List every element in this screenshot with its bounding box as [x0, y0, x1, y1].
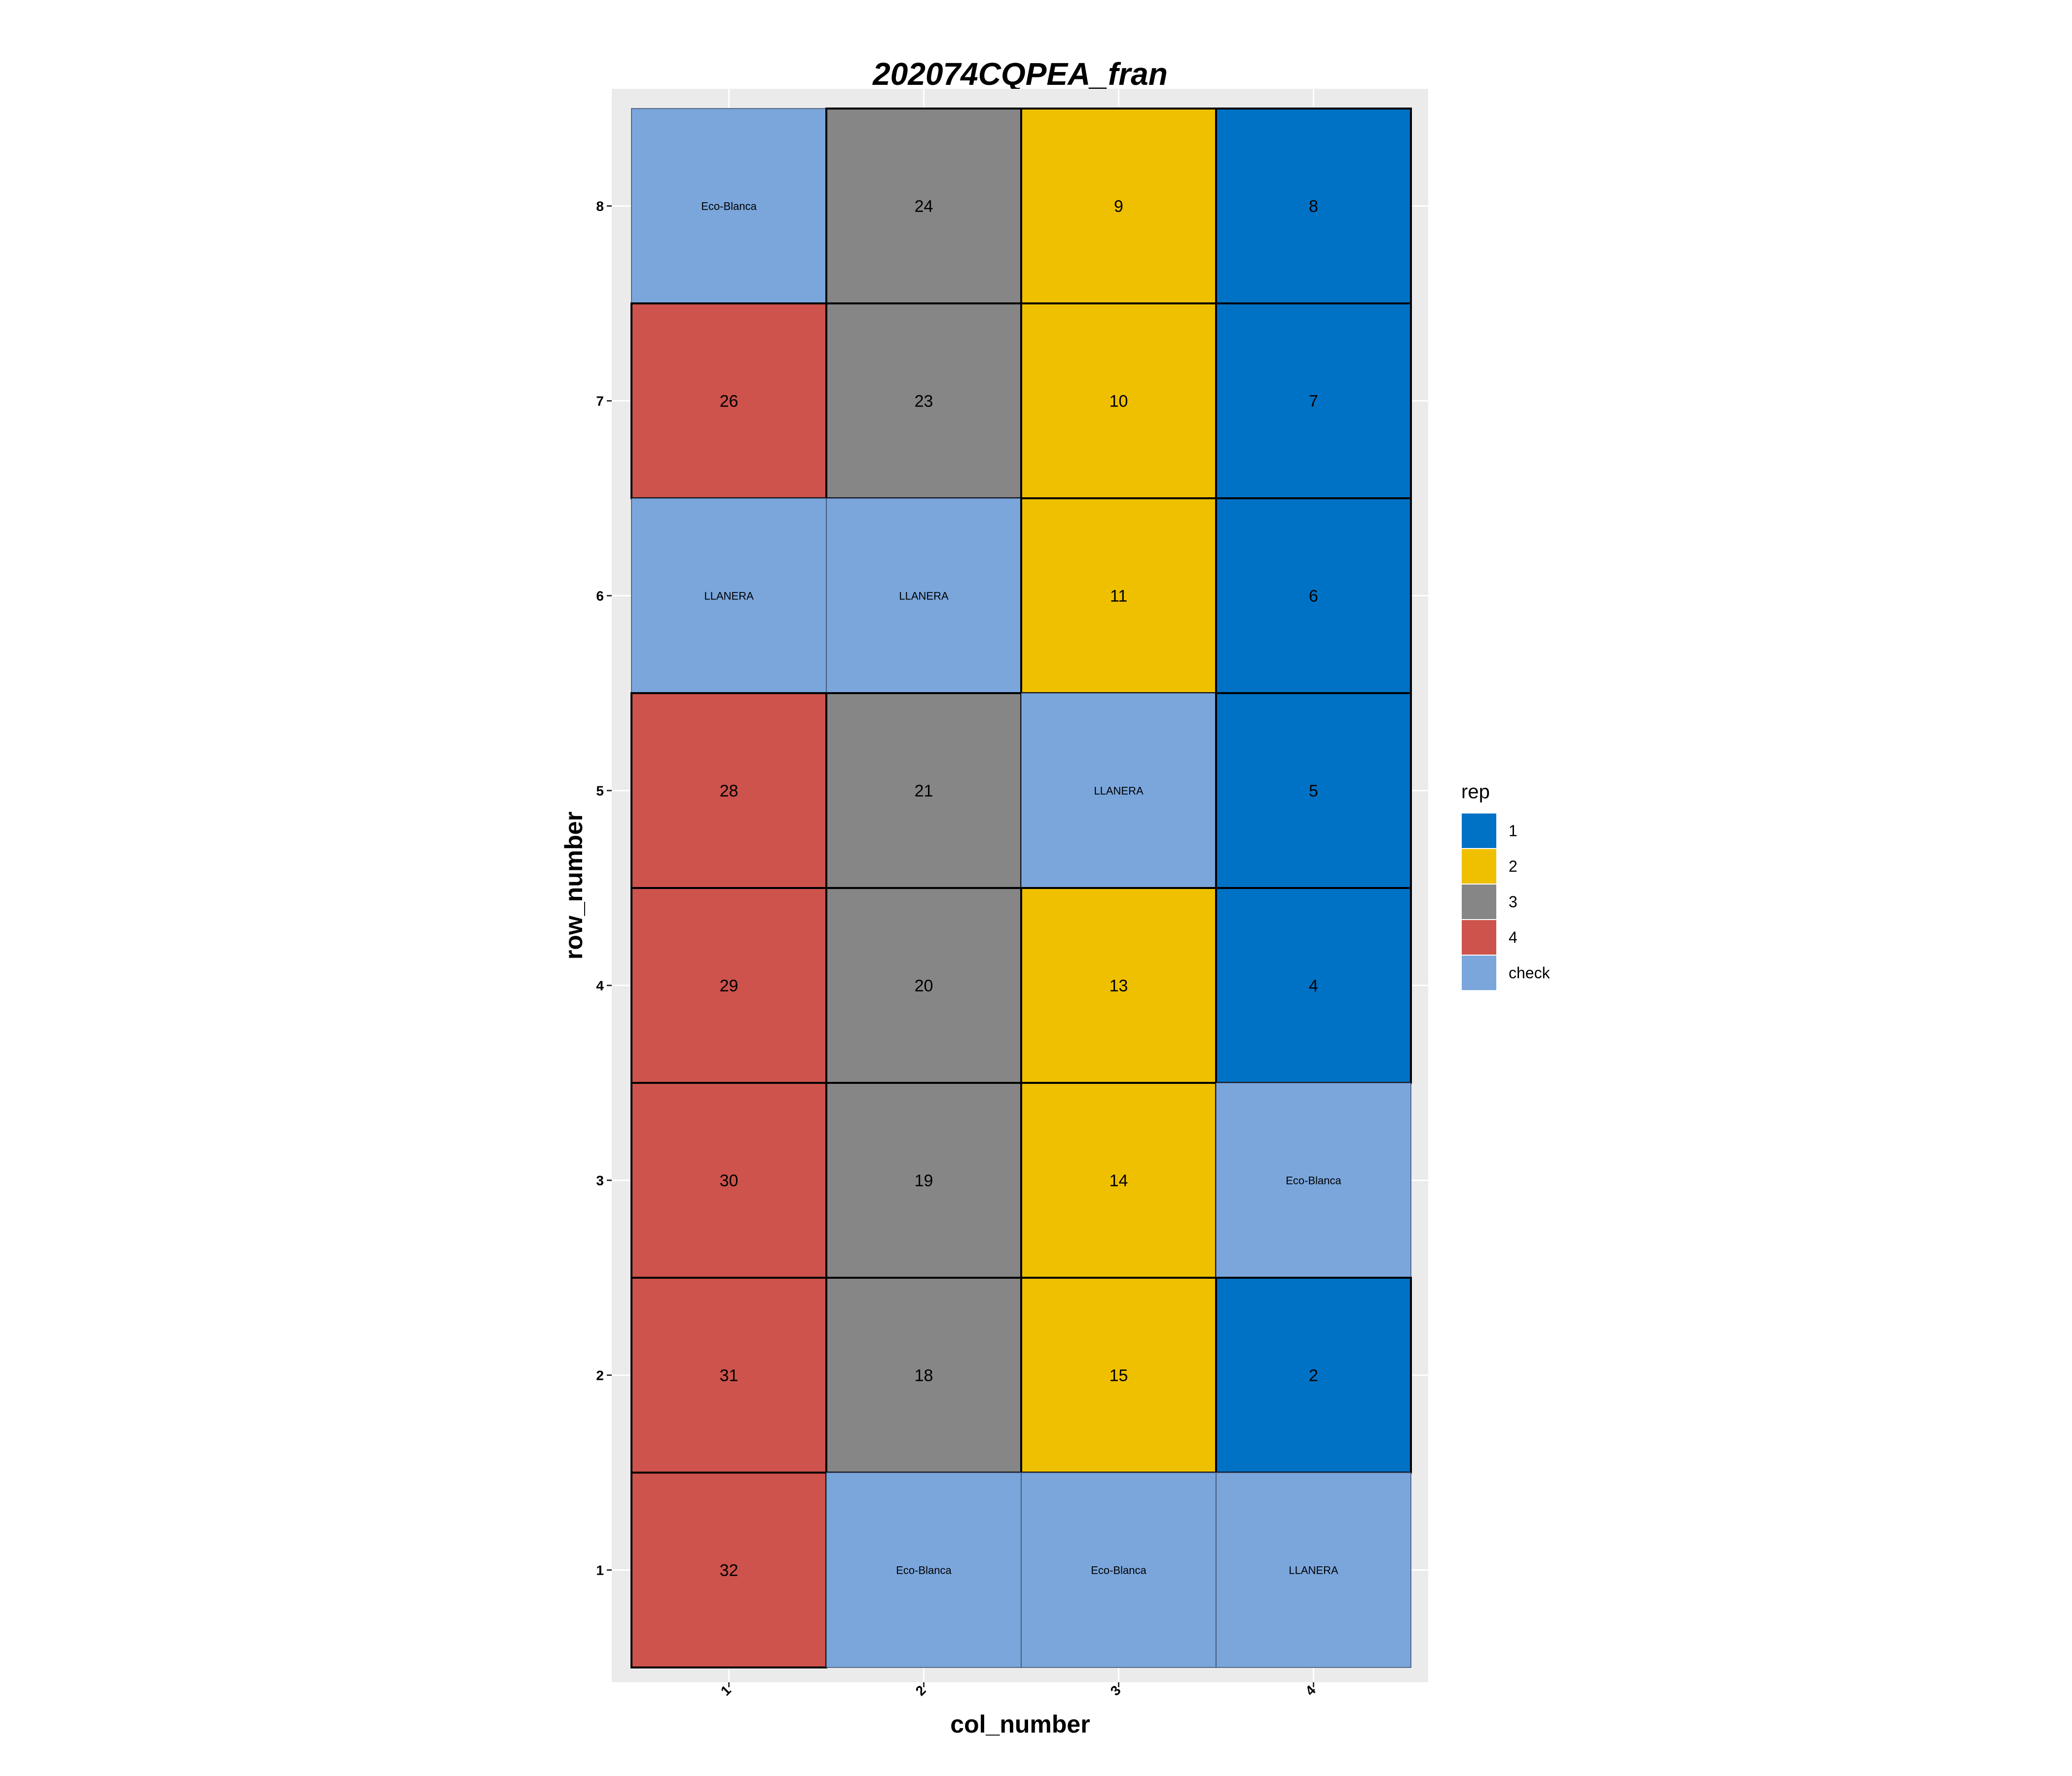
cell-label: 21	[915, 782, 933, 801]
legend: rep 1 2 3 4 check	[1461, 781, 1551, 991]
legend-label: 4	[1509, 928, 1517, 946]
cell-label: 13	[1110, 977, 1128, 996]
cell-label: Eco-Blanca	[1286, 1175, 1341, 1187]
x-tick-label: 1	[718, 1682, 734, 1699]
cell-label: 18	[915, 1367, 933, 1385]
cell-label: LLANERA	[704, 590, 754, 602]
cell-label: 14	[1110, 1172, 1128, 1190]
x-axis-ticks: 1 2 3 4	[718, 1682, 1319, 1699]
legend-label: check	[1509, 964, 1551, 982]
heatmap-cell	[1020, 887, 1217, 1084]
cell-label: 32	[720, 1561, 739, 1580]
x-axis-title: col_number	[950, 1710, 1090, 1738]
heatmap-cell	[1215, 1277, 1412, 1474]
heatmap-cell	[631, 498, 827, 694]
heatmap-cell	[1020, 302, 1217, 499]
cell-label: 4	[1309, 977, 1318, 996]
heatmap-cell	[1020, 1277, 1217, 1474]
legend-label: 3	[1509, 893, 1517, 911]
cell-label: 2	[1309, 1367, 1318, 1385]
cell-label: 26	[720, 392, 739, 411]
y-tick-label: 2	[596, 1368, 604, 1383]
y-tick-label: 4	[596, 978, 604, 994]
heatmap-cell	[1020, 497, 1217, 694]
heatmap-cell	[1215, 887, 1412, 1084]
cell-label: 10	[1110, 392, 1128, 411]
heatmap-cell	[1020, 1082, 1217, 1279]
cell-label: 31	[720, 1367, 739, 1385]
heatmap-cell	[1215, 692, 1412, 889]
cell-label: 24	[915, 197, 933, 216]
heatmap-cell	[631, 108, 827, 304]
heatmap-cell	[826, 1472, 1022, 1668]
cell-label: Eco-Blanca	[1091, 1564, 1147, 1577]
y-tick-label: 8	[596, 199, 604, 214]
cell-label: 19	[915, 1172, 933, 1190]
heatmap-cell	[630, 692, 827, 889]
cell-label: 15	[1110, 1367, 1128, 1385]
heatmap-cell	[1020, 108, 1217, 304]
cell-label: 5	[1309, 782, 1318, 801]
cell-label: Eco-Blanca	[896, 1564, 952, 1577]
cell-label: 20	[915, 977, 933, 996]
legend-label: 2	[1509, 857, 1517, 875]
cell-label: 9	[1114, 197, 1123, 216]
heatmap-cell	[1215, 108, 1412, 304]
heatmap-cell	[630, 887, 827, 1084]
y-tick-label: 7	[596, 394, 604, 409]
x-tick-label: 3	[1108, 1682, 1124, 1699]
legend-label: 1	[1509, 822, 1517, 840]
cell-label: 8	[1309, 197, 1318, 216]
cell-label: LLANERA	[1094, 785, 1144, 797]
y-tick-label: 5	[596, 783, 604, 799]
cell-label: LLANERA	[899, 590, 949, 602]
cell-label: 30	[720, 1172, 739, 1190]
cell-label: 7	[1309, 392, 1318, 411]
heatmap-cell	[1215, 497, 1412, 694]
y-axis-title: row_number	[560, 812, 588, 960]
heatmap-cell	[825, 302, 1022, 499]
legend-key	[1461, 884, 1497, 920]
legend-key	[1461, 848, 1497, 885]
heatmap-cell	[825, 1277, 1022, 1474]
chart-title: 202074CQPEA_fran	[872, 56, 1168, 92]
y-tick-label: 1	[596, 1563, 604, 1578]
legend-title: rep	[1461, 781, 1490, 803]
y-tick-label: 6	[596, 589, 604, 604]
cell-label: Eco-Blanca	[701, 200, 757, 213]
legend-key	[1461, 813, 1497, 849]
legend-key	[1461, 955, 1497, 991]
cell-label: 6	[1309, 587, 1318, 606]
heatmap-cell	[1216, 1082, 1411, 1278]
heatmap-cell	[1216, 1472, 1411, 1668]
cell-label: 23	[915, 392, 933, 411]
y-axis-ticks: 1 2 3 4 5 6 7 8	[596, 199, 612, 1578]
x-tick-label: 2	[913, 1682, 929, 1699]
heatmap-cell	[825, 692, 1022, 889]
heatmap-cell	[1021, 693, 1217, 888]
x-tick-label: 4	[1302, 1682, 1319, 1699]
y-tick-label: 3	[596, 1173, 604, 1188]
cell-label: LLANERA	[1289, 1564, 1338, 1577]
heatmap-cell	[630, 1082, 827, 1279]
cell-label: 28	[720, 782, 739, 801]
heatmap-cell	[826, 498, 1022, 694]
legend-key	[1461, 919, 1497, 956]
heatmap-cell	[825, 887, 1022, 1084]
cell-label: 11	[1110, 587, 1127, 606]
heatmap-cell	[630, 1472, 827, 1668]
cell-label: 29	[720, 977, 739, 996]
heatmap-cell	[1215, 302, 1412, 499]
